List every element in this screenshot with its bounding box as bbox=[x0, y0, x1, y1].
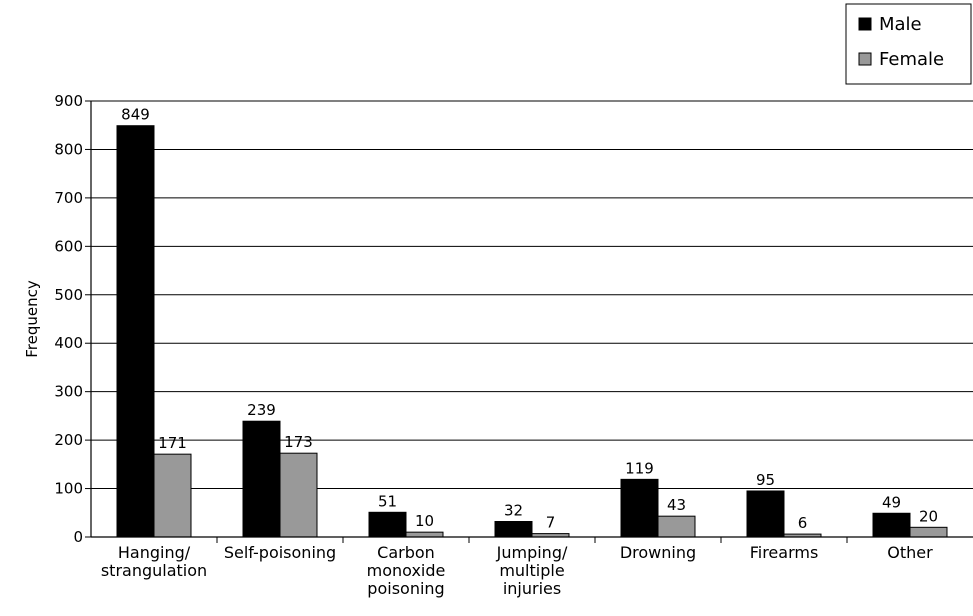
bar-female bbox=[405, 531, 444, 538]
bars bbox=[116, 125, 948, 538]
data-label-male: 49 bbox=[882, 493, 901, 511]
bar-male bbox=[494, 520, 533, 538]
data-labels: 849 171 239 173 51 10 32 7 119 43 95 6 49 20 bbox=[121, 106, 938, 532]
legend: Male Female bbox=[845, 3, 972, 85]
y-tick-label: 800 bbox=[54, 140, 83, 158]
data-label-male: 849 bbox=[121, 106, 150, 124]
data-label-female: 6 bbox=[798, 514, 808, 532]
legend-label-female: Female bbox=[879, 49, 944, 70]
bar-female bbox=[909, 526, 948, 538]
x-category-label: Self-poisoning bbox=[224, 543, 336, 562]
bar-female bbox=[279, 452, 318, 538]
x-category-label: Carbon monoxide poisoning bbox=[367, 543, 446, 598]
legend-box bbox=[845, 3, 972, 85]
x-category-label: Hanging/strangulation bbox=[101, 543, 207, 580]
data-label-male: 95 bbox=[756, 471, 775, 489]
data-label-female: 173 bbox=[284, 433, 313, 451]
y-tick-label: 600 bbox=[54, 237, 83, 255]
x-category-label: Firearms bbox=[750, 543, 819, 562]
x-category-label: Jumping/multiple injuries bbox=[496, 543, 568, 598]
data-label-female: 7 bbox=[546, 514, 556, 532]
data-label-female: 20 bbox=[919, 507, 938, 525]
y-tick-label: 100 bbox=[54, 480, 83, 498]
y-tick-label: 0 bbox=[73, 528, 83, 546]
bar-male bbox=[116, 125, 155, 538]
bar-female bbox=[657, 515, 696, 538]
bar-male bbox=[620, 478, 659, 538]
data-label-female: 43 bbox=[667, 496, 686, 514]
y-tick-label: 400 bbox=[54, 334, 83, 352]
data-label-male: 119 bbox=[625, 459, 654, 477]
x-category-label: Drowning bbox=[620, 543, 696, 562]
x-category-label: Other bbox=[887, 543, 933, 562]
legend-label-male: Male bbox=[879, 14, 922, 35]
y-tick-labels: 0 100 200 300 400 500 600 700 800 900 bbox=[54, 92, 83, 546]
y-axis-title: Frequency bbox=[23, 280, 41, 358]
bar-male bbox=[746, 490, 785, 538]
gridlines bbox=[85, 100, 973, 538]
bar-male bbox=[242, 420, 281, 538]
data-label-male: 239 bbox=[247, 401, 276, 419]
data-label-female: 10 bbox=[415, 512, 434, 530]
y-tick-label: 900 bbox=[54, 92, 83, 110]
bar-male bbox=[368, 511, 407, 538]
data-label-male: 51 bbox=[378, 492, 397, 510]
bar-female bbox=[153, 453, 192, 538]
bar-male bbox=[872, 512, 911, 538]
legend-swatch-female bbox=[858, 52, 872, 66]
data-label-female: 171 bbox=[158, 434, 187, 452]
y-tick-label: 700 bbox=[54, 189, 83, 207]
legend-swatch-male bbox=[858, 17, 872, 31]
y-tick-label: 300 bbox=[54, 383, 83, 401]
axes bbox=[90, 101, 973, 543]
x-category-labels: Hanging/strangulation Self-poisoning Carbo… bbox=[101, 543, 933, 598]
y-tick-label: 200 bbox=[54, 431, 83, 449]
y-tick-label: 500 bbox=[54, 286, 83, 304]
data-label-male: 32 bbox=[504, 501, 523, 519]
